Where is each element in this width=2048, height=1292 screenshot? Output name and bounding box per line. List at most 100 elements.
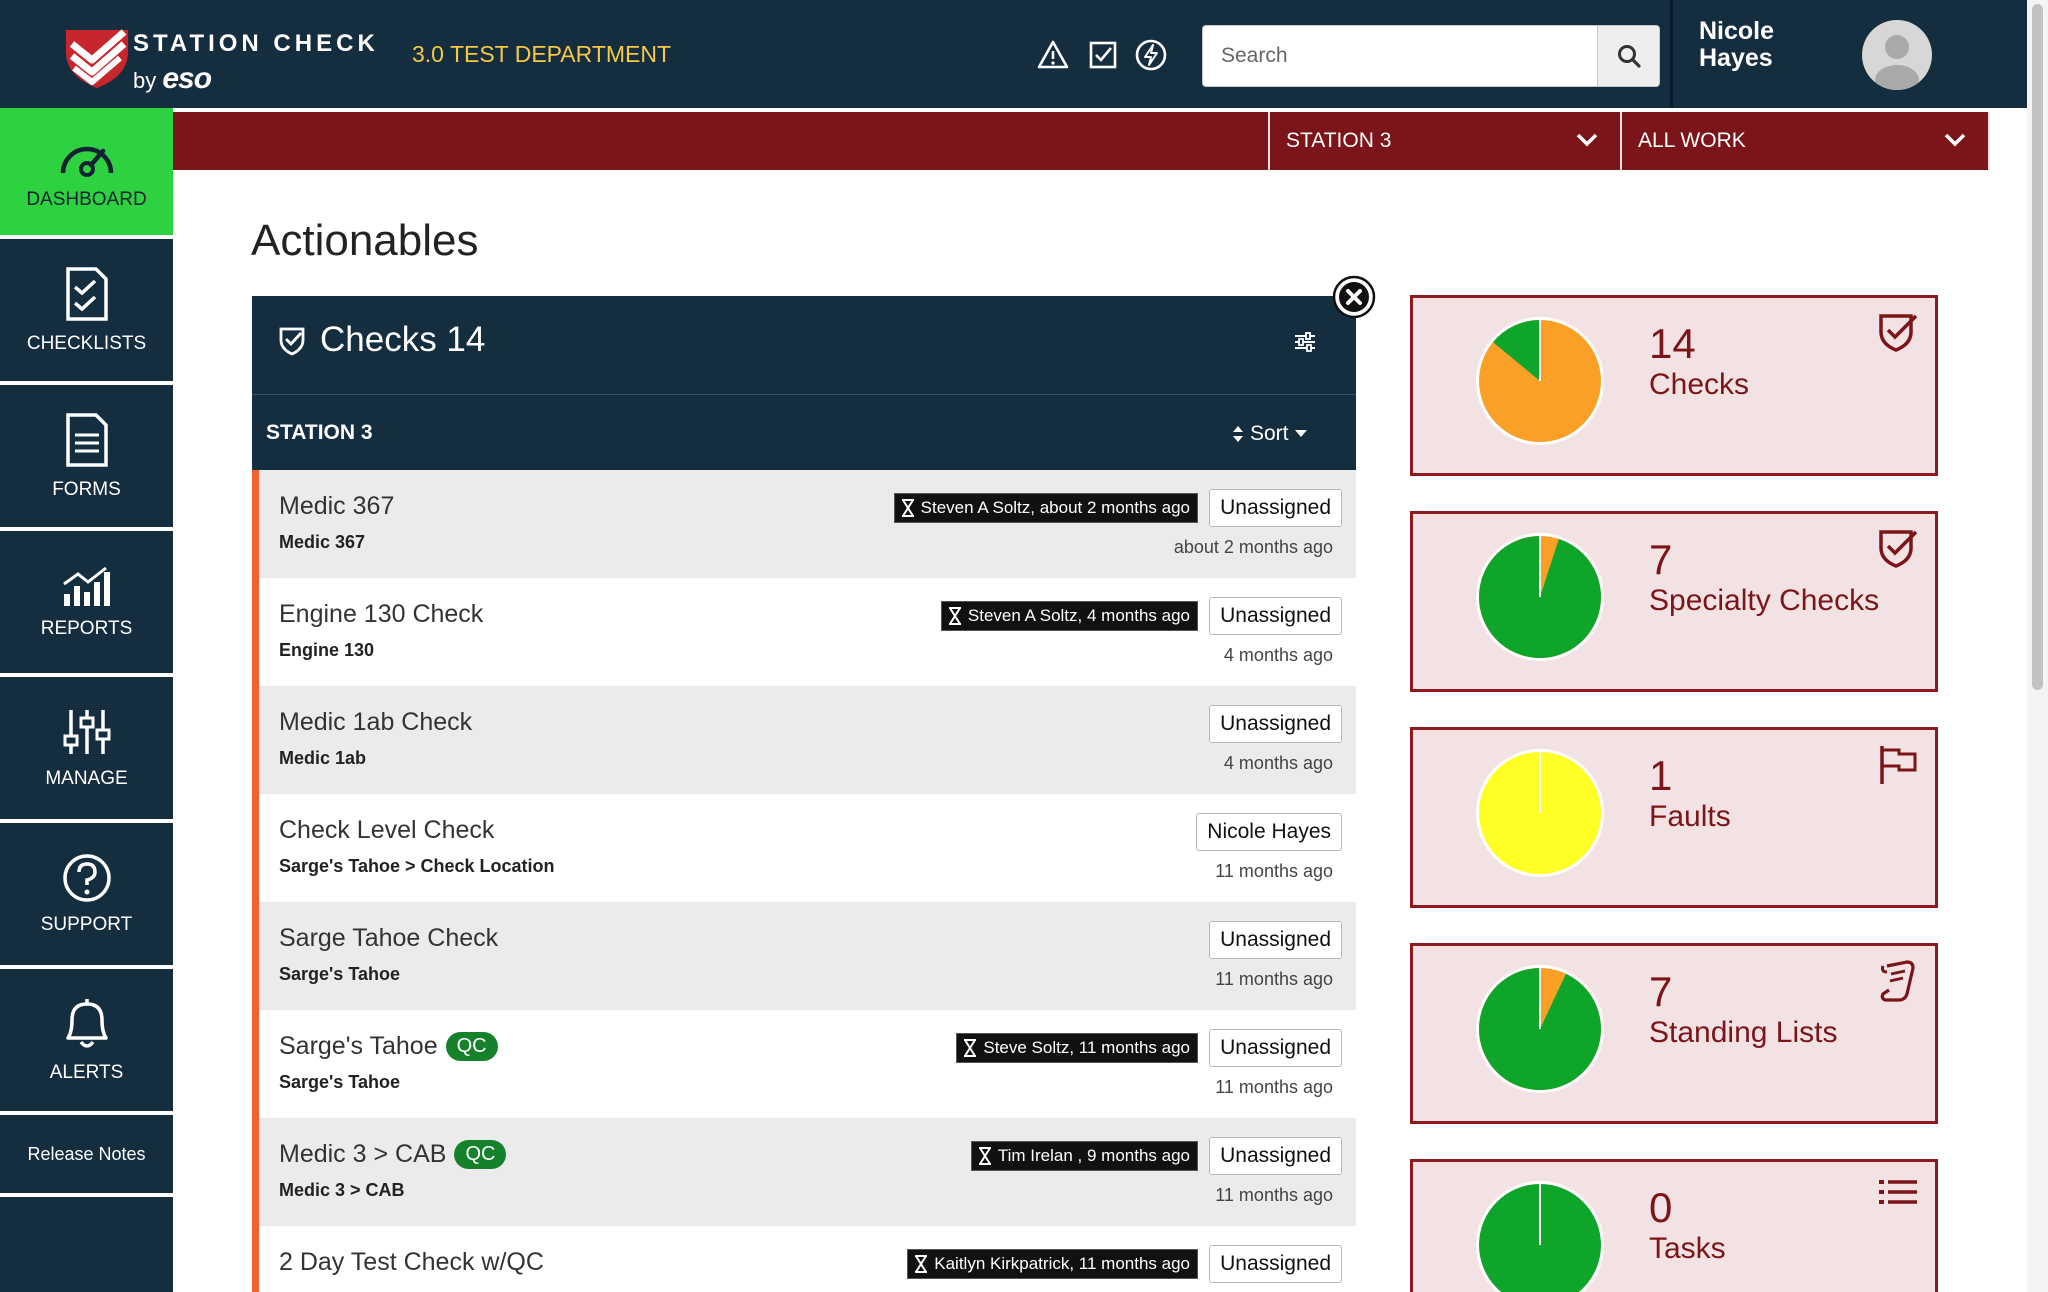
item-subtitle: Engine 130 bbox=[279, 640, 375, 660]
stat-card-checks[interactable]: 14 Checks bbox=[1410, 295, 1938, 476]
list-item[interactable]: Medic 1ab Check Medic 1ab Unassigned 4 m… bbox=[252, 686, 1356, 794]
stat-card-standing-lists[interactable]: 7 Standing Lists bbox=[1410, 943, 1938, 1124]
qc-badge: QC bbox=[445, 1032, 498, 1061]
assignee-button[interactable]: Unassigned bbox=[1209, 1029, 1342, 1067]
in-progress-tag: Steven A Soltz, 4 months ago bbox=[940, 601, 1198, 631]
sidebar-item-alerts[interactable]: ALERTS bbox=[0, 969, 173, 1115]
stat-card-tasks[interactable]: 0 Tasks bbox=[1410, 1159, 1938, 1292]
scrollbar-thumb[interactable] bbox=[2032, 4, 2043, 690]
sidebar-item-release-notes[interactable]: Release Notes bbox=[0, 1115, 173, 1197]
stat-count: 0 bbox=[1649, 1184, 1673, 1231]
assignee-button[interactable]: Unassigned bbox=[1209, 597, 1342, 635]
sliders-icon bbox=[63, 710, 110, 754]
checklist-icon bbox=[65, 267, 108, 321]
chart-icon bbox=[62, 566, 110, 606]
station-check-logo-icon[interactable] bbox=[62, 26, 132, 90]
stat-label: Checks bbox=[1649, 368, 1750, 401]
top-bar: STATION CHECK by eso 3.0 TEST DEPARTMENT… bbox=[0, 0, 2027, 108]
sort-icon bbox=[1233, 426, 1243, 442]
specialty-checks-pie-chart bbox=[1476, 533, 1604, 661]
page-title: Actionables bbox=[251, 216, 479, 265]
stat-count: 14 bbox=[1649, 320, 1696, 367]
list-item[interactable]: 2 Day Test Check w/QC Kaitlyn Kirkpatric… bbox=[252, 1226, 1356, 1292]
checks-list: Medic 367 Medic 367 Steven A Soltz, abou… bbox=[252, 470, 1356, 1292]
item-title: 2 Day Test Check w/QC bbox=[279, 1248, 544, 1276]
bell-icon bbox=[65, 999, 108, 1048]
item-title: Medic 1ab Check bbox=[279, 708, 473, 736]
in-progress-tag: Steven A Soltz, about 2 months ago bbox=[893, 493, 1198, 523]
item-time: about 2 months ago bbox=[1173, 537, 1333, 557]
faults-pie-chart bbox=[1476, 749, 1604, 877]
user-name[interactable]: Nicole Hayes bbox=[1699, 17, 1775, 72]
shield-check-icon bbox=[279, 327, 305, 356]
stat-count: 1 bbox=[1649, 752, 1673, 799]
warning-icon[interactable] bbox=[1036, 38, 1070, 72]
stat-count: 7 bbox=[1649, 968, 1673, 1015]
item-title: Check Level Check bbox=[279, 816, 495, 844]
assignee-button[interactable]: Unassigned bbox=[1209, 705, 1342, 743]
in-progress-tag: Steve Soltz, 11 months ago bbox=[956, 1033, 1198, 1063]
hourglass-icon bbox=[964, 1039, 977, 1057]
sidebar-item-forms[interactable]: FORMS bbox=[0, 385, 173, 531]
list-item[interactable]: Engine 130 Check Engine 130 Steven A Sol… bbox=[252, 578, 1356, 686]
search-input[interactable] bbox=[1202, 25, 1600, 87]
item-subtitle: Sarge's Tahoe > Check Location bbox=[279, 856, 555, 876]
assignee-button[interactable]: Unassigned bbox=[1209, 1137, 1342, 1175]
filter-settings-icon[interactable] bbox=[1294, 332, 1316, 352]
sort-button[interactable]: Sort bbox=[1232, 422, 1307, 446]
item-time: 4 months ago bbox=[1223, 645, 1333, 665]
sidebar-item-checklists[interactable]: CHECKLISTS bbox=[0, 239, 173, 385]
hourglass-icon bbox=[901, 499, 914, 517]
stat-label: Tasks bbox=[1649, 1232, 1726, 1265]
stat-label: Specialty Checks bbox=[1649, 584, 1880, 617]
item-time: 11 months ago bbox=[1215, 969, 1333, 989]
item-time: 11 months ago bbox=[1215, 1077, 1333, 1097]
filter-bar bbox=[173, 112, 1990, 170]
form-icon bbox=[65, 413, 108, 467]
item-time: 11 months ago bbox=[1215, 1185, 1333, 1205]
assignee-button[interactable]: Unassigned bbox=[1209, 921, 1342, 959]
tasks-pie-chart bbox=[1476, 1181, 1604, 1292]
assignee-button[interactable]: Nicole Hayes bbox=[1196, 813, 1342, 851]
close-icon[interactable] bbox=[1332, 275, 1376, 319]
list-item[interactable]: Medic 367 Medic 367 Steven A Soltz, abou… bbox=[252, 470, 1356, 578]
hourglass-icon bbox=[978, 1147, 991, 1165]
item-subtitle: Sarge's Tahoe bbox=[279, 1072, 400, 1092]
list-item[interactable]: Medic 3 > CAB QC Medic 3 > CAB Tim Irela… bbox=[252, 1118, 1356, 1226]
station-subheader: STATION 3 Sort bbox=[252, 394, 1356, 470]
list-item[interactable]: Check Level Check Sarge's Tahoe > Check … bbox=[252, 794, 1356, 902]
checks-panel-header: Checks 14 bbox=[252, 296, 1356, 394]
item-subtitle: Medic 367 bbox=[279, 532, 366, 552]
work-dropdown[interactable]: ALL WORK bbox=[1620, 112, 1988, 170]
list-icon bbox=[1879, 1180, 1917, 1204]
sidebar-item-reports[interactable]: REPORTS bbox=[0, 531, 173, 677]
item-time: 11 months ago bbox=[1215, 861, 1333, 881]
list-item[interactable]: Sarge's Tahoe QC Sarge's Tahoe Steve Sol… bbox=[252, 1010, 1356, 1118]
assignee-button[interactable]: Unassigned bbox=[1209, 489, 1342, 527]
list-item[interactable]: Sarge Tahoe Check Sarge's Tahoe Unassign… bbox=[252, 902, 1356, 1010]
item-subtitle: Sarge's Tahoe bbox=[279, 964, 400, 984]
search-button[interactable] bbox=[1597, 25, 1660, 87]
avatar-icon[interactable] bbox=[1862, 20, 1932, 90]
shield-check-icon bbox=[1879, 314, 1918, 352]
checkbox-icon[interactable] bbox=[1086, 38, 1120, 72]
sidebar-item-support[interactable]: SUPPORT bbox=[0, 823, 173, 969]
help-icon bbox=[62, 854, 111, 902]
item-title: Engine 130 Check bbox=[279, 600, 484, 628]
assignee-button[interactable]: Unassigned bbox=[1209, 1245, 1342, 1283]
stat-card-faults[interactable]: 1 Faults bbox=[1410, 727, 1938, 908]
station-dropdown[interactable]: STATION 3 bbox=[1268, 112, 1620, 170]
sidebar-item-manage[interactable]: MANAGE bbox=[0, 677, 173, 823]
chevron-down-icon bbox=[1944, 133, 1966, 147]
shield-check-icon bbox=[1879, 530, 1918, 568]
station-label: STATION 3 bbox=[266, 421, 373, 444]
qc-badge: QC bbox=[454, 1140, 507, 1169]
sidebar-item-dashboard[interactable]: DASHBOARD bbox=[0, 108, 173, 239]
stat-label: Faults bbox=[1649, 800, 1731, 833]
scroll-icon bbox=[1880, 960, 1915, 1002]
stat-card-specialty-checks[interactable]: 7 Specialty Checks bbox=[1410, 511, 1938, 692]
lightning-icon[interactable] bbox=[1134, 38, 1168, 72]
page-scrollbar[interactable] bbox=[2027, 0, 2048, 1292]
gauge-icon bbox=[60, 146, 113, 177]
item-title: Sarge Tahoe Check bbox=[279, 924, 499, 952]
